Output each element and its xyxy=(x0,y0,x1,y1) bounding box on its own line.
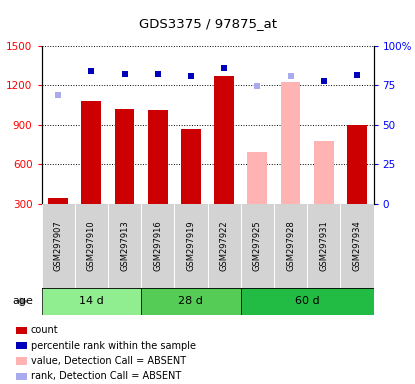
Bar xyxy=(281,81,300,204)
Text: GSM297931: GSM297931 xyxy=(319,220,328,271)
Bar xyxy=(141,204,174,288)
Bar xyxy=(314,141,334,204)
Bar xyxy=(347,125,367,204)
Bar xyxy=(307,204,340,288)
Bar xyxy=(115,109,134,204)
Bar xyxy=(48,198,68,204)
Text: 60 d: 60 d xyxy=(295,296,320,306)
Text: rank, Detection Call = ABSENT: rank, Detection Call = ABSENT xyxy=(31,371,181,381)
Text: GSM297925: GSM297925 xyxy=(253,220,262,271)
Bar xyxy=(340,204,374,288)
Bar xyxy=(241,204,274,288)
Bar xyxy=(241,288,374,315)
Text: GSM297913: GSM297913 xyxy=(120,220,129,271)
Bar xyxy=(174,204,208,288)
Text: 28 d: 28 d xyxy=(178,296,203,306)
Text: GSM297934: GSM297934 xyxy=(352,220,361,271)
Bar xyxy=(17,372,27,380)
Bar xyxy=(247,152,267,204)
Text: GSM297910: GSM297910 xyxy=(87,220,96,271)
Bar xyxy=(17,342,27,349)
Text: GSM297919: GSM297919 xyxy=(186,220,195,271)
Text: count: count xyxy=(31,325,58,335)
Bar xyxy=(148,110,168,204)
Text: GSM297928: GSM297928 xyxy=(286,220,295,271)
Text: 14 d: 14 d xyxy=(79,296,104,306)
Bar xyxy=(214,76,234,204)
Bar xyxy=(274,204,307,288)
Text: GSM297916: GSM297916 xyxy=(153,220,162,271)
Bar xyxy=(17,326,27,334)
Bar xyxy=(141,288,241,315)
Bar xyxy=(42,204,75,288)
Text: age: age xyxy=(12,296,33,306)
Text: GSM297922: GSM297922 xyxy=(220,220,229,271)
Bar xyxy=(81,101,101,204)
Text: value, Detection Call = ABSENT: value, Detection Call = ABSENT xyxy=(31,356,186,366)
Bar xyxy=(108,204,141,288)
Text: percentile rank within the sample: percentile rank within the sample xyxy=(31,341,195,351)
Bar xyxy=(17,357,27,365)
Bar xyxy=(181,129,201,204)
Bar xyxy=(75,204,108,288)
Text: GSM297907: GSM297907 xyxy=(54,220,63,271)
Text: GDS3375 / 97875_at: GDS3375 / 97875_at xyxy=(139,17,276,30)
Bar xyxy=(42,288,141,315)
Bar xyxy=(208,204,241,288)
